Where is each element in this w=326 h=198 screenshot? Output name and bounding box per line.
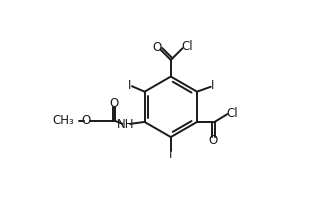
Text: I: I bbox=[127, 79, 131, 92]
Text: NH: NH bbox=[117, 118, 134, 131]
Text: Cl: Cl bbox=[226, 107, 238, 120]
Text: O: O bbox=[82, 114, 91, 128]
Text: O: O bbox=[110, 97, 119, 110]
Text: O: O bbox=[209, 134, 218, 147]
Text: O: O bbox=[152, 41, 162, 54]
Text: Cl: Cl bbox=[182, 40, 193, 53]
Text: CH₃: CH₃ bbox=[52, 114, 74, 128]
Text: I: I bbox=[211, 79, 215, 92]
Text: I: I bbox=[169, 148, 172, 161]
